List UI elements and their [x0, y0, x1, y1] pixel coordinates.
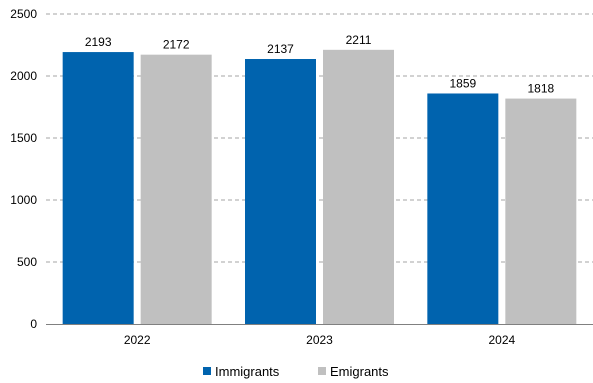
gridlines	[46, 13, 593, 263]
data-label: 2193	[85, 35, 112, 49]
y-tick-label: 500	[17, 255, 37, 269]
y-tick-label: 2500	[10, 7, 37, 21]
x-tick-label: 2022	[124, 333, 151, 347]
data-label: 2211	[346, 33, 372, 47]
legend-label-immigrants: Immigrants	[215, 364, 280, 379]
legend-swatch-emigrants	[318, 367, 326, 375]
bar-emigrants-2023	[323, 49, 394, 324]
bar-emigrants-2022	[140, 54, 212, 325]
bar-immigrants-2024	[427, 93, 499, 324]
bars	[62, 49, 577, 325]
x-tick-label: 2024	[488, 333, 515, 347]
y-tick-label: 1500	[10, 131, 37, 145]
data-label: 1818	[527, 82, 554, 96]
y-tick-label: 0	[30, 317, 37, 331]
bar-immigrants-2022	[62, 52, 134, 325]
data-label: 2137	[267, 42, 294, 56]
x-tick-label: 2023	[306, 333, 333, 347]
legend-swatch-immigrants	[203, 367, 211, 375]
bar-emigrants-2024	[505, 98, 577, 325]
legend: Immigrants Emigrants	[203, 364, 389, 379]
x-axis-ticks: 2022 2023 2024	[124, 333, 516, 347]
data-label: 1859	[449, 76, 476, 90]
bar-immigrants-2023	[245, 59, 316, 325]
data-labels: 2193 2172 2137 2211 1859 1818	[85, 33, 555, 96]
y-tick-label: 1000	[10, 193, 37, 207]
y-tick-label: 2000	[10, 69, 37, 83]
legend-label-emigrants: Emigrants	[330, 364, 389, 379]
y-axis-ticks: 0 500 1000 1500 2000 2500	[10, 7, 37, 331]
data-label: 2172	[163, 38, 190, 52]
